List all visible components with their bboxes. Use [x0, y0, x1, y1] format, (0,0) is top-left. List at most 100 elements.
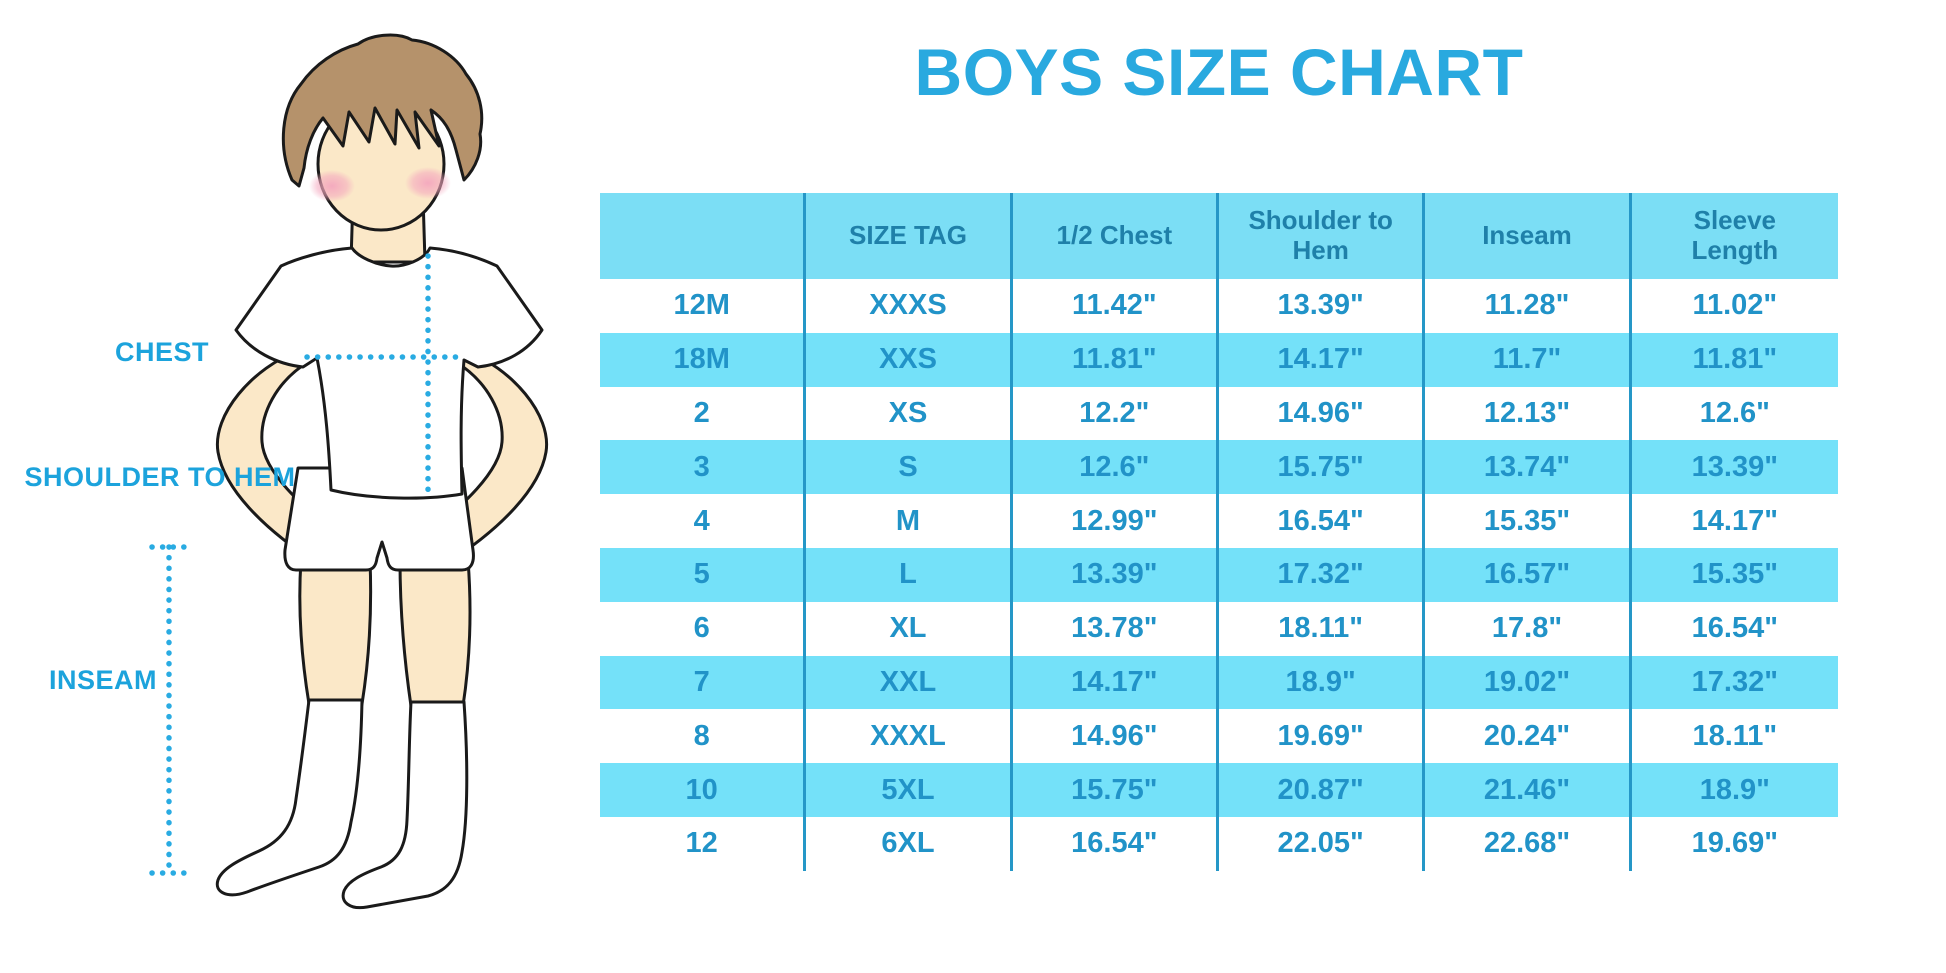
table-row: 12M XXXS 11.42" 13.39" 11.28" 11.02" — [600, 279, 1838, 333]
left-sock — [215, 698, 364, 897]
table-cell: 18.11" — [1692, 719, 1778, 752]
table-header-row: SIZE TAG 1/2 Chest Shoulder to Hem Insea… — [600, 193, 1838, 279]
table-cell: 13.39" — [1691, 450, 1778, 483]
table-cell: 13.39" — [1013, 547, 1219, 602]
table-cell: 13.74" — [1425, 440, 1632, 495]
table-cell: 12.6" — [1013, 440, 1219, 495]
table-cell: L — [806, 547, 1013, 602]
header-cell-inseam: Inseam — [1425, 193, 1632, 279]
table-cell: 5 — [600, 547, 807, 602]
table-cell: 12.99" — [1013, 494, 1219, 548]
table-body: 12M XXXS 11.42" 13.39" 11.28" 11.02" 18M XXS 11.… — [600, 279, 1838, 871]
table-row: 12 6XL 16.54" 22.05" 22.68" 19.69" — [600, 816, 1838, 871]
table-cell: 16.54" — [1219, 494, 1426, 548]
inseam-label: INSEAM — [48, 665, 157, 695]
table-cell: 19.02" — [1425, 655, 1632, 710]
table-row: 6 XL 13.78" 18.11" 17.8" 16.54" — [600, 601, 1838, 656]
table-cell: 15.35" — [1691, 558, 1778, 591]
header-cell-half-chest: 1/2 Chest — [1013, 193, 1219, 279]
table-cell: 18M — [600, 332, 807, 387]
table-cell: 14.96" — [1219, 386, 1426, 441]
header-cell-sleeve-length: Sleeve Length — [1691, 205, 1779, 265]
table-cell: XXXS — [806, 279, 1013, 333]
table-cell: 5XL — [806, 763, 1013, 817]
table-row: 2 XS 12.2" 14.96" 12.13" 12.6" — [600, 386, 1838, 441]
table-cell: 17.32" — [1691, 665, 1778, 698]
table-row: 7 XXL 14.17" 18.9" 19.02" 17.32" — [600, 655, 1838, 710]
size-chart-table: SIZE TAG 1/2 Chest Shoulder to Hem Insea… — [600, 193, 1838, 871]
table-cell: 12.6" — [1699, 396, 1770, 429]
page-title: BOYS SIZE CHART — [914, 35, 1524, 109]
table-cell: 11.81" — [1013, 332, 1219, 387]
table-cell: 6 — [600, 601, 807, 656]
table-cell: 11.28" — [1425, 279, 1632, 333]
table-cell: 6XL — [806, 816, 1013, 871]
table-cell: 14.96" — [1013, 709, 1219, 764]
header-cell-blank — [600, 193, 807, 279]
right-leg — [398, 558, 472, 708]
table-cell: XL — [806, 601, 1013, 656]
table-cell: 8 — [600, 709, 807, 764]
table-cell: 14.17" — [1219, 332, 1426, 387]
table-cell: 15.35" — [1425, 494, 1632, 548]
table-cell: 12.2" — [1013, 386, 1219, 441]
table-cell: 13.78" — [1013, 601, 1219, 656]
right-blush — [405, 167, 451, 199]
table-cell: 22.68" — [1425, 816, 1632, 871]
table-cell: 11.7" — [1425, 332, 1632, 387]
table-row: 5 L 13.39" 17.32" 16.57" 15.35" — [600, 547, 1838, 602]
hair — [281, 33, 484, 188]
left-blush — [309, 170, 355, 202]
table-cell: 7 — [600, 655, 807, 710]
table-cell: 4 — [600, 494, 807, 548]
table-cell: 20.24" — [1425, 709, 1632, 764]
table-cell: 18.11" — [1219, 601, 1426, 656]
table-cell: 12 — [600, 816, 807, 871]
boy-illustration — [149, 33, 549, 910]
table-cell: 15.75" — [1013, 763, 1219, 817]
table-cell: 11.42" — [1013, 279, 1219, 333]
table-cell: 12.13" — [1425, 386, 1632, 441]
chest-label: CHEST — [114, 337, 209, 367]
table-cell: 13.39" — [1219, 279, 1426, 333]
table-cell: 12M — [600, 279, 807, 333]
table-row: 10 5XL 15.75" 20.87" 21.46" 18.9" — [600, 763, 1838, 817]
table-row: 8 XXXL 14.96" 19.69" 20.24" 18.11" — [600, 709, 1838, 764]
table-cell: 2 — [600, 386, 807, 441]
table-cell: 3 — [600, 440, 807, 495]
table-cell: 11.81" — [1692, 343, 1778, 376]
table-cell: XXL — [806, 655, 1013, 710]
table-cell: 19.69" — [1691, 827, 1778, 860]
table-cell: XXXL — [806, 709, 1013, 764]
table-cell: S — [806, 440, 1013, 495]
table-cell: 16.54" — [1013, 816, 1219, 871]
shoulder-to-hem-label: SHOULDER TO HEM — [24, 462, 296, 492]
table-cell: 18.9" — [1699, 773, 1770, 806]
table-row: 18M XXS 11.81" 14.17" 11.7" 11.81" — [600, 332, 1838, 387]
header-cell-shoulder-hem: Shoulder to Hem — [1219, 193, 1426, 279]
table-cell: M — [806, 494, 1013, 548]
table-cell: 11.02" — [1692, 289, 1778, 322]
left-leg — [298, 558, 373, 706]
table-cell: XXS — [806, 332, 1013, 387]
t-shirt — [234, 246, 544, 500]
right-sock — [341, 700, 469, 910]
table-cell: 17.32" — [1219, 547, 1426, 602]
table-cell: 20.87" — [1219, 763, 1426, 817]
table-cell: 16.57" — [1425, 547, 1632, 602]
table-cell: 10 — [600, 763, 807, 817]
table-row: 3 S 12.6" 15.75" 13.74" 13.39" — [600, 440, 1838, 495]
table-cell: 21.46" — [1425, 763, 1632, 817]
table-cell: 14.17" — [1691, 504, 1778, 537]
table-cell: 16.54" — [1691, 612, 1778, 645]
header-cell-size-tag: SIZE TAG — [806, 193, 1013, 279]
table-cell: 17.8" — [1425, 601, 1632, 656]
table-cell: 15.75" — [1219, 440, 1426, 495]
table-cell: 22.05" — [1219, 816, 1426, 871]
table-cell: XS — [806, 386, 1013, 441]
table-row: 4 M 12.99" 16.54" 15.35" 14.17" — [600, 494, 1838, 548]
table-cell: 14.17" — [1013, 655, 1219, 710]
table-cell: 18.9" — [1219, 655, 1426, 710]
table-cell: 19.69" — [1219, 709, 1426, 764]
